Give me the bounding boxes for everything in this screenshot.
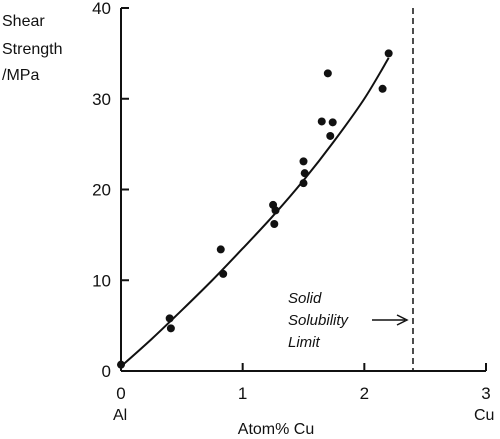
y-axis-title-line-1: Shear <box>2 13 45 30</box>
y-axis-title-line-2: Strength <box>2 41 62 58</box>
x-tick-label: 2 <box>360 384 369 403</box>
annotation-line-3: Limit <box>288 334 321 351</box>
data-points <box>117 49 393 369</box>
x-tick-label: 3 <box>481 384 490 403</box>
x-axis-right-end-label: Cu <box>474 407 494 424</box>
data-point <box>299 157 308 166</box>
y-ticks: 0 10 20 30 40 <box>92 0 129 381</box>
data-point <box>117 360 125 369</box>
annotation-line-2: Solubility <box>288 312 350 329</box>
solubility-annotation: Solid Solubility Limit <box>288 290 352 351</box>
data-point <box>216 245 225 254</box>
data-point <box>165 314 174 323</box>
data-point <box>317 117 326 126</box>
y-tick-label: 40 <box>92 0 111 18</box>
data-point <box>328 118 337 127</box>
data-point <box>219 269 228 278</box>
annotation-line-1: Solid <box>288 290 322 307</box>
annotation-arrow <box>372 314 409 326</box>
data-point <box>300 169 309 178</box>
y-tick-label: 30 <box>92 90 111 109</box>
data-point <box>323 69 332 78</box>
data-point <box>326 131 335 140</box>
data-point <box>384 49 393 58</box>
data-point <box>299 179 308 188</box>
y-axis-title: Shear Strength /MPa <box>2 13 67 84</box>
x-axis-left-end-label: Al <box>113 407 127 424</box>
fit-curve-line <box>120 57 390 368</box>
y-tick-label: 10 <box>92 271 111 290</box>
data-point <box>378 84 387 93</box>
y-axis-title-line-3: /MPa <box>2 67 39 84</box>
x-tick-label: 1 <box>238 384 247 403</box>
data-point <box>166 324 175 333</box>
data-point <box>271 206 280 215</box>
x-axis-title: Atom% Cu <box>238 421 314 438</box>
x-ticks: 0 1 2 3 <box>116 363 491 403</box>
y-tick-label: 0 <box>102 362 111 381</box>
x-tick-label: 0 <box>116 384 125 403</box>
y-tick-label: 20 <box>92 181 111 200</box>
data-point <box>270 219 279 228</box>
